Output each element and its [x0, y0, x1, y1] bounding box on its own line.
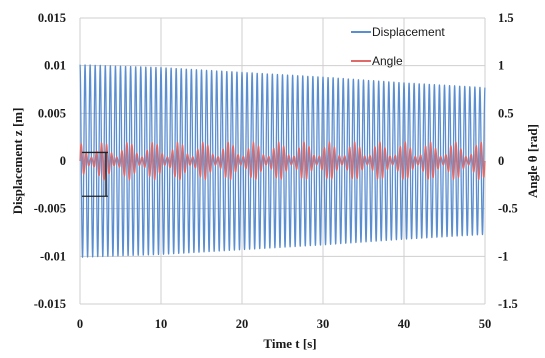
right-axis-ticks: 1.5 1 0.5 0 -0.5 -1 -1.5	[498, 11, 518, 311]
series-angle-path	[79, 141, 486, 181]
right-tick-label-3: 0	[498, 154, 504, 168]
left-tick-label-4: -0.005	[34, 202, 66, 216]
x-tick-label-0: 0	[77, 317, 83, 331]
x-tick-label-2: 20	[236, 317, 249, 331]
x-tick-label-1: 10	[155, 317, 168, 331]
right-tick-label-6: -1.5	[498, 297, 518, 311]
right-tick-label-0: 1.5	[498, 11, 514, 25]
x-tick-label-5: 50	[479, 317, 492, 331]
left-tick-label-1: 0.01	[44, 59, 66, 73]
right-tick-label-4: -0.5	[498, 202, 518, 216]
series-angle-line	[79, 141, 486, 181]
legend: Displacement Angle	[351, 25, 445, 68]
left-tick-label-0: 0.015	[38, 11, 66, 25]
x-tick-label-4: 40	[398, 317, 411, 331]
x-axis-ticks: 0 10 20 30 40 50	[77, 317, 491, 331]
x-axis-title: Time t [s]	[263, 336, 316, 351]
right-tick-label-5: -1	[498, 249, 508, 263]
legend-label-angle: Angle	[372, 54, 403, 68]
left-axis-title: Displacement z [m]	[10, 108, 25, 215]
right-tick-label-1: 1	[498, 59, 504, 73]
x-tick-label-3: 30	[317, 317, 330, 331]
left-tick-label-5: -0.01	[40, 249, 66, 263]
left-tick-label-6: -0.015	[34, 297, 66, 311]
left-tick-label-2: 0.005	[38, 106, 66, 120]
series-displacement-line	[79, 64, 486, 258]
left-axis-ticks: 0.015 0.01 0.005 0 -0.005 -0.01 -0.015	[34, 11, 66, 311]
series-displacement-path	[79, 64, 486, 258]
annotation-bracket	[81, 151, 108, 197]
right-tick-label-2: 0.5	[498, 106, 514, 120]
right-axis-title: Angle θ [rad]	[525, 124, 540, 198]
legend-label-displacement: Displacement	[372, 25, 445, 39]
left-tick-label-3: 0	[60, 154, 66, 168]
